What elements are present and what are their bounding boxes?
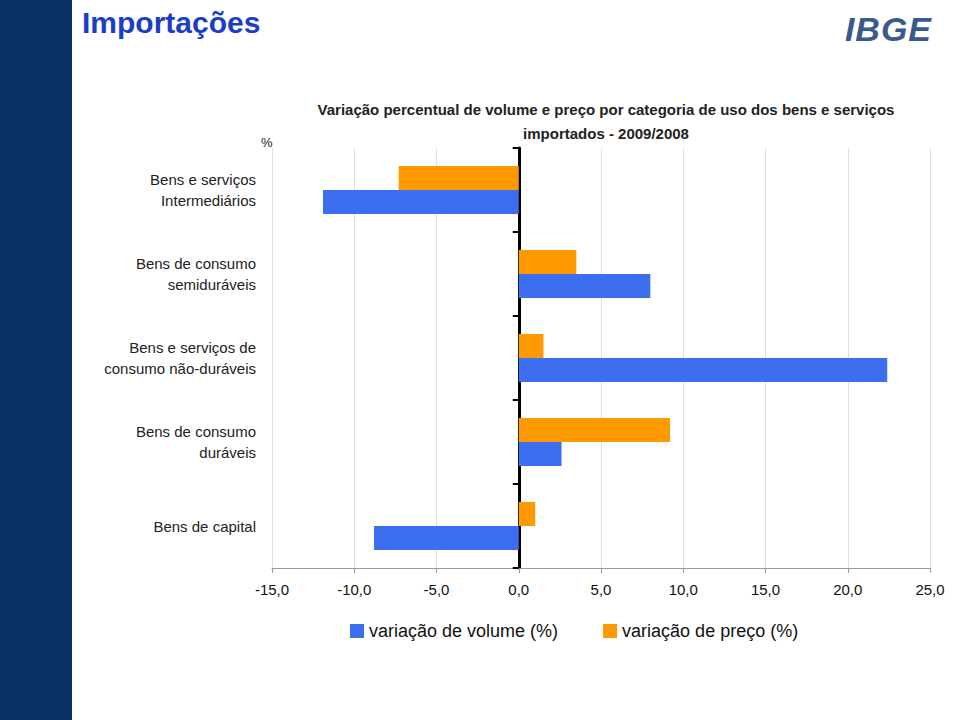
svg-text:15,0: 15,0: [751, 581, 780, 598]
svg-text:importados - 2009/2008: importados - 2009/2008: [523, 125, 689, 142]
svg-text:-15,0: -15,0: [255, 581, 289, 598]
svg-text:Variação percentual de volume: Variação percentual de volume e preço po…: [318, 101, 895, 118]
svg-text:consumo não-duráveis: consumo não-duráveis: [104, 360, 256, 377]
svg-text:Bens e serviços de: Bens e serviços de: [129, 339, 256, 356]
svg-text:10,0: 10,0: [669, 581, 698, 598]
svg-text:20,0: 20,0: [833, 581, 862, 598]
svg-text:duráveis: duráveis: [199, 444, 256, 461]
svg-text:0,0: 0,0: [508, 581, 529, 598]
svg-text:variação de preço (%): variação de preço (%): [622, 621, 798, 641]
svg-text:Intermediários: Intermediários: [161, 192, 256, 209]
svg-text:variação de volume (%): variação de volume (%): [369, 621, 558, 641]
html-text:Importações: Importações: [82, 6, 261, 39]
svg-text:Bens de capital: Bens de capital: [153, 518, 256, 535]
svg-text:-10,0: -10,0: [337, 581, 371, 598]
svg-text:semiduráveis: semiduráveis: [168, 276, 256, 293]
svg-text:25,0: 25,0: [915, 581, 944, 598]
svg-text:%: %: [261, 135, 273, 150]
svg-text:-5,0: -5,0: [424, 581, 450, 598]
svg-text:Bens de consumo: Bens de consumo: [136, 255, 256, 272]
html-text:IBGE: IBGE: [844, 10, 932, 48]
svg-text:Bens de consumo: Bens de consumo: [136, 423, 256, 440]
svg-text:Bens e serviços: Bens e serviços: [150, 171, 256, 188]
svg-text:5,0: 5,0: [591, 581, 612, 598]
